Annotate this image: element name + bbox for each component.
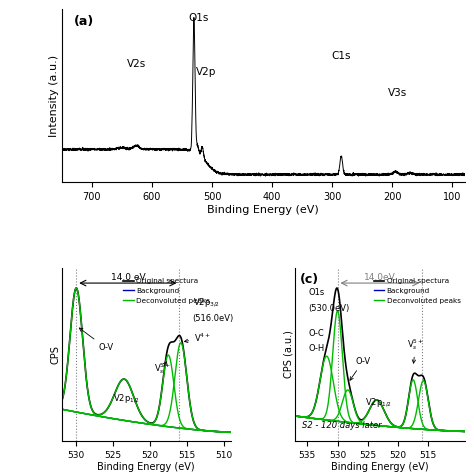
Y-axis label: Intensity (a.u.): Intensity (a.u.) bbox=[49, 55, 59, 137]
Text: C1s: C1s bbox=[331, 51, 351, 61]
Text: V2p$_{3/2}$: V2p$_{3/2}$ bbox=[192, 297, 220, 310]
Background bbox=[411, 426, 417, 431]
Background bbox=[366, 422, 372, 428]
Background bbox=[198, 428, 204, 433]
Deconvoluted peaks bbox=[195, 427, 201, 433]
Original spectura bbox=[428, 412, 434, 418]
Original spectura bbox=[411, 371, 417, 376]
Deconvoluted peaks bbox=[411, 426, 417, 431]
Text: O1s: O1s bbox=[189, 13, 209, 23]
Original spectura bbox=[126, 382, 132, 387]
Background bbox=[70, 409, 76, 414]
Line: Deconvoluted peaks: Deconvoluted peaks bbox=[289, 311, 471, 431]
Text: O-H: O-H bbox=[309, 344, 325, 353]
Text: V2s: V2s bbox=[127, 59, 146, 69]
Original spectura bbox=[431, 423, 437, 428]
Text: V$^{4+}$: V$^{4+}$ bbox=[184, 332, 211, 344]
Line: Original spectura: Original spectura bbox=[289, 288, 471, 431]
Original spectura bbox=[334, 285, 340, 291]
Text: (a): (a) bbox=[74, 15, 94, 27]
Deconvoluted peaks bbox=[431, 427, 437, 433]
Text: 14.0 eV: 14.0 eV bbox=[110, 273, 145, 282]
Text: O-V: O-V bbox=[350, 356, 371, 380]
Deconvoluted peaks bbox=[70, 301, 76, 306]
Text: (516.0eV): (516.0eV) bbox=[192, 313, 234, 322]
Deconvoluted peaks bbox=[236, 430, 241, 436]
Y-axis label: CPS: CPS bbox=[50, 345, 60, 364]
Deconvoluted peaks bbox=[286, 412, 292, 418]
Line: Original spectura: Original spectura bbox=[54, 288, 238, 433]
Text: V2p$_{1/2}$: V2p$_{1/2}$ bbox=[113, 392, 140, 405]
Original spectura bbox=[305, 414, 310, 419]
Deconvoluted peaks bbox=[468, 428, 474, 434]
Deconvoluted peaks bbox=[366, 422, 372, 428]
Background bbox=[286, 412, 292, 418]
Legend: Original spectura, Background, Deconvoluted peaks: Original spectura, Background, Deconvolu… bbox=[120, 275, 213, 307]
Deconvoluted peaks bbox=[178, 425, 183, 431]
Y-axis label: CPS (a.u.): CPS (a.u.) bbox=[284, 330, 294, 379]
Original spectura bbox=[73, 285, 79, 291]
Text: V2p: V2p bbox=[196, 67, 216, 77]
Text: (c): (c) bbox=[301, 273, 319, 286]
Background bbox=[126, 418, 131, 424]
Text: O1s: O1s bbox=[309, 288, 325, 297]
X-axis label: Binding Energy (eV): Binding Energy (eV) bbox=[98, 462, 195, 472]
Deconvoluted peaks bbox=[335, 308, 340, 314]
Text: S2 - 120 days later: S2 - 120 days later bbox=[302, 421, 382, 430]
Deconvoluted peaks bbox=[305, 415, 310, 420]
Text: O-V: O-V bbox=[79, 328, 114, 353]
Background bbox=[51, 405, 57, 410]
Original spectura bbox=[360, 417, 365, 422]
Original spectura bbox=[286, 412, 292, 418]
Background bbox=[468, 428, 474, 434]
X-axis label: Binding Energy (eV): Binding Energy (eV) bbox=[331, 462, 428, 472]
Background bbox=[305, 415, 310, 420]
Deconvoluted peaks bbox=[126, 419, 132, 424]
Text: V2p$_{1/2}$: V2p$_{1/2}$ bbox=[365, 396, 392, 409]
Deconvoluted peaks bbox=[360, 421, 365, 427]
Original spectura bbox=[133, 399, 138, 404]
Text: 14.0eV: 14.0eV bbox=[364, 273, 396, 282]
Line: Background: Background bbox=[54, 408, 238, 433]
Background bbox=[178, 425, 183, 431]
Line: Background: Background bbox=[289, 415, 471, 431]
Original spectura bbox=[236, 430, 241, 436]
Original spectura bbox=[51, 405, 57, 410]
Background bbox=[431, 427, 437, 433]
Background bbox=[236, 430, 241, 436]
X-axis label: Binding Energy (eV): Binding Energy (eV) bbox=[207, 204, 319, 215]
Deconvoluted peaks bbox=[428, 427, 434, 433]
Deconvoluted peaks bbox=[73, 285, 79, 291]
Text: O-C: O-C bbox=[309, 329, 324, 338]
Original spectura bbox=[178, 334, 183, 340]
Original spectura bbox=[366, 407, 372, 413]
Background bbox=[428, 427, 433, 433]
Text: V$_s^{5+}$: V$_s^{5+}$ bbox=[407, 337, 424, 363]
Original spectura bbox=[195, 426, 201, 431]
Text: V3s: V3s bbox=[388, 88, 407, 98]
Original spectura bbox=[468, 428, 474, 434]
Deconvoluted peaks bbox=[133, 419, 138, 425]
Line: Deconvoluted peaks: Deconvoluted peaks bbox=[54, 288, 238, 433]
Background bbox=[195, 427, 201, 433]
Deconvoluted peaks bbox=[199, 428, 204, 433]
Original spectura bbox=[199, 427, 204, 433]
Background bbox=[360, 421, 365, 427]
Deconvoluted peaks bbox=[51, 405, 57, 410]
Legend: Original spectura, Background, Deconvoluted peaks: Original spectura, Background, Deconvolu… bbox=[371, 275, 464, 307]
Text: V$_s^{5+}$: V$_s^{5+}$ bbox=[154, 361, 171, 376]
Original spectura bbox=[70, 301, 76, 306]
Background bbox=[132, 419, 138, 425]
Text: (530.0eV): (530.0eV) bbox=[309, 304, 350, 313]
